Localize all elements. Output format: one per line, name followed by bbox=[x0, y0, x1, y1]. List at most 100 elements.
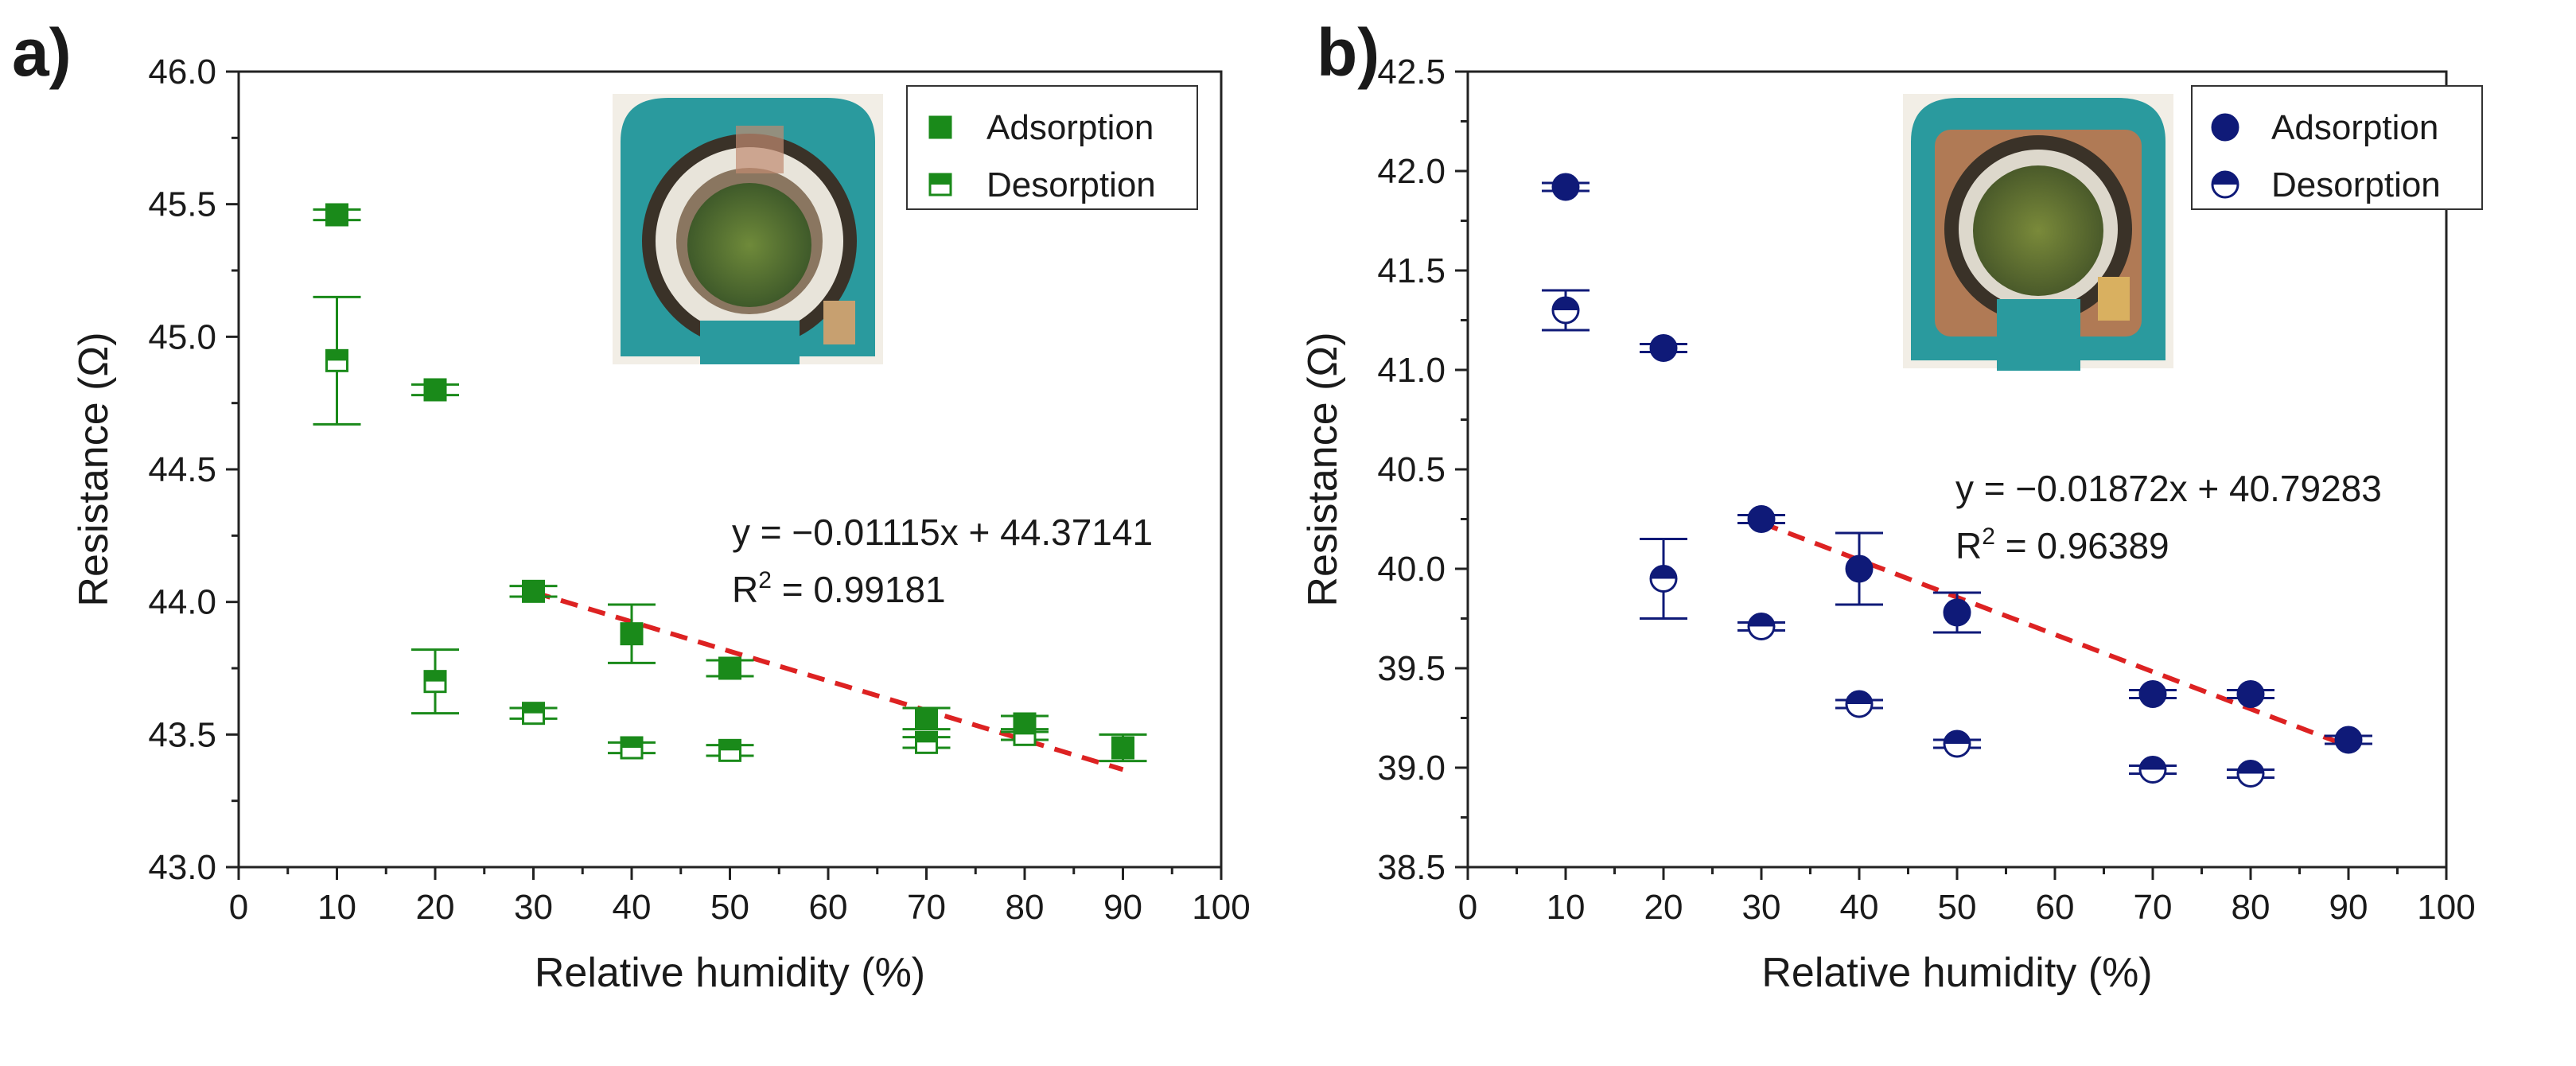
y-tick-label: 46.0 bbox=[148, 53, 216, 91]
x-tick-label: 80 bbox=[2232, 888, 2271, 927]
circle-marker-filled bbox=[1649, 334, 1678, 362]
data-point bbox=[313, 295, 361, 426]
r-letter: R bbox=[1955, 525, 1982, 566]
square-marker-top-half bbox=[621, 737, 642, 748]
legend: Adsorption Desorption bbox=[906, 85, 1198, 210]
panel-b-axes: 0 10 20 30 40 50 60 70 80 90 100 38.5 39.0 39.5 40.0 40… bbox=[1300, 53, 2483, 996]
y-tick-label: 42.0 bbox=[1377, 152, 1446, 191]
sensor-photo-a bbox=[613, 94, 883, 364]
data-point bbox=[1737, 613, 1785, 640]
circle-marker-filled bbox=[1551, 173, 1580, 201]
fit-equation: y = −0.01872x + 40.79283 R2 = 0.96389 bbox=[1955, 468, 2382, 566]
square-marker-filled bbox=[325, 203, 348, 227]
circle-marker-top-half bbox=[2212, 172, 2238, 185]
x-tick-label: 100 bbox=[1192, 888, 1250, 927]
data-point bbox=[313, 203, 361, 227]
marker bbox=[1649, 565, 1678, 593]
circle-marker-filled bbox=[2334, 726, 2363, 754]
y-tick-label: 38.5 bbox=[1377, 848, 1446, 887]
y-tick-label: 41.5 bbox=[1377, 251, 1446, 290]
marker bbox=[2138, 680, 2167, 708]
circle-marker-filled bbox=[2138, 680, 2167, 708]
x-tick-label: 40 bbox=[613, 888, 652, 927]
marker bbox=[1551, 173, 1580, 201]
legend-entry: Adsorption bbox=[2271, 108, 2438, 147]
circle-marker-filled bbox=[1845, 554, 1874, 583]
square-marker-top-half bbox=[1014, 724, 1035, 735]
fit-line bbox=[1760, 520, 2350, 749]
fit-equation: y = −0.01115x + 44.37141 R2 = 0.99181 bbox=[732, 512, 1153, 610]
data-point bbox=[509, 702, 558, 726]
data-point bbox=[1542, 289, 1590, 332]
legend-box bbox=[2191, 85, 2483, 210]
r-squared-text: R2 = 0.99181 bbox=[732, 567, 946, 610]
legend: Adsorption Desorption bbox=[2191, 85, 2483, 210]
panel-label-b: b) bbox=[1317, 15, 1379, 90]
y-tick-label: 43.5 bbox=[148, 715, 216, 754]
square-marker-top-half bbox=[326, 350, 348, 361]
square-marker-top-half bbox=[523, 702, 544, 714]
legend-box bbox=[906, 85, 1198, 210]
marker bbox=[1111, 736, 1134, 760]
circle-marker-top-half bbox=[1651, 566, 1676, 579]
marker bbox=[1747, 505, 1776, 533]
data-point bbox=[1835, 690, 1883, 718]
y-tick-label: 40.5 bbox=[1377, 450, 1446, 489]
data-point bbox=[411, 378, 459, 402]
y-tick-label: 40.0 bbox=[1377, 550, 1446, 589]
data-point bbox=[1835, 531, 1883, 606]
x-tick-label: 90 bbox=[1103, 888, 1142, 927]
marker bbox=[915, 706, 938, 730]
r-squared-value: = 0.99181 bbox=[772, 569, 946, 610]
circle-marker-filled bbox=[2211, 113, 2239, 142]
marker bbox=[915, 730, 938, 754]
data-point bbox=[2129, 680, 2177, 708]
circle-marker-top-half bbox=[1749, 613, 1774, 627]
square-marker-top-half bbox=[916, 732, 937, 743]
x-tick-label: 60 bbox=[2036, 888, 2075, 927]
square-marker-filled bbox=[1111, 736, 1134, 760]
circle-marker-top-half bbox=[1553, 298, 1578, 310]
square-marker-filled bbox=[915, 706, 938, 730]
circle-marker-top-half bbox=[1846, 691, 1872, 704]
equation-text: y = −0.01872x + 40.79283 bbox=[1955, 468, 2382, 509]
data-point bbox=[2227, 760, 2274, 788]
legend-entry: Desorption bbox=[2271, 165, 2441, 204]
x-axis-label: Relative humidity (%) bbox=[1761, 950, 2152, 996]
marker bbox=[522, 579, 545, 603]
panel-b: b) 0 10 20 30 40 50 60 70 80 90 100 38.5 39.0 39.5 40.… bbox=[1300, 15, 2483, 996]
data-point bbox=[902, 706, 951, 731]
x-tick-label: 50 bbox=[1938, 888, 1977, 927]
data-point bbox=[1542, 173, 1590, 201]
data-point bbox=[1933, 729, 1981, 758]
marker bbox=[2138, 756, 2167, 784]
data-point bbox=[1001, 722, 1049, 746]
x-tick-label: 70 bbox=[907, 888, 946, 927]
data-point bbox=[2227, 680, 2274, 708]
square-marker-filled bbox=[928, 115, 952, 139]
square-marker-filled bbox=[423, 378, 447, 402]
x-tick-label: 30 bbox=[514, 888, 553, 927]
y-axis-label: Resistance (Ω) bbox=[1300, 332, 1346, 606]
x-tick-label: 0 bbox=[229, 888, 248, 927]
marker bbox=[2236, 760, 2265, 788]
marker bbox=[522, 702, 545, 726]
marker bbox=[1845, 690, 1874, 718]
marker bbox=[1551, 296, 1580, 325]
data-point bbox=[509, 579, 558, 603]
square-marker-top-half bbox=[425, 671, 446, 682]
data-point bbox=[2129, 756, 2177, 784]
data-point bbox=[706, 656, 754, 680]
marker bbox=[1845, 554, 1874, 583]
x-tick-label: 100 bbox=[2417, 888, 2475, 927]
marker bbox=[1943, 598, 1971, 627]
legend-marker bbox=[2211, 170, 2239, 199]
data-point bbox=[1737, 505, 1785, 533]
marker bbox=[718, 738, 741, 762]
y-tick-label: 39.0 bbox=[1377, 749, 1446, 788]
data-point bbox=[902, 730, 951, 754]
square-marker-top-half bbox=[719, 740, 741, 751]
circle-marker-filled bbox=[2236, 680, 2265, 708]
legend-entry: Adsorption bbox=[986, 108, 1154, 147]
circle-marker-top-half bbox=[2140, 757, 2165, 770]
